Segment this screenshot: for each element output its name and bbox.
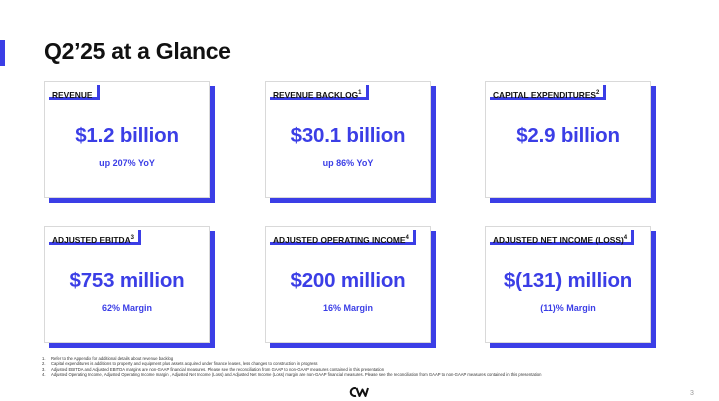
card-value: $1.2 billion (75, 124, 179, 147)
card-value: $(131) million (503, 269, 633, 292)
title-accent-bar (0, 40, 5, 66)
card-value: $753 million (69, 269, 185, 292)
footnote-ref: 4 (623, 235, 628, 242)
card-body: ADJUSTED OPERATING INCOME4 $200 million … (265, 226, 431, 343)
card-body: ADJUSTED EBITDA3 $753 million 62% Margin (44, 226, 210, 343)
card-label-box: CAPITAL EXPENDITURES2 (490, 85, 607, 100)
coreweave-logo-icon (349, 387, 369, 397)
card-subtext: 62% Margin (101, 303, 152, 313)
footnote-ref: 3 (130, 235, 134, 242)
card-body: ADJUSTED NET INCOME (LOSS)4 $(131) milli… (485, 226, 651, 343)
card-label-box: REVENUE (49, 85, 100, 100)
card-label-box: REVENUE BACKLOG1 (270, 85, 369, 100)
card-adjusted-ebitda: ADJUSTED EBITDA3 $753 million 62% Margin (44, 226, 215, 348)
card-capital-expenditures: CAPITAL EXPENDITURES2 $2.9 billion (485, 81, 656, 203)
card-body: CAPITAL EXPENDITURES2 $2.9 billion (485, 81, 651, 198)
page-number: 3 (690, 390, 694, 397)
card-label: ADJUSTED OPERATING INCOME4 (273, 235, 409, 245)
footnote-ref: 2 (596, 90, 600, 97)
card-subtext: up 86% YoY (322, 158, 374, 168)
card-value: $2.9 billion (516, 124, 620, 147)
footnote-item: 2. Capital expenditures is additions to p… (42, 361, 318, 367)
card-revenue: REVENUE $1.2 billion up 207% YoY (44, 81, 215, 203)
card-value: $200 million (290, 269, 406, 292)
footnote-ref: 4 (405, 235, 409, 242)
card-subtext: 16% Margin (322, 303, 373, 313)
card-value: $30.1 billion (290, 124, 406, 147)
footnote-item: 1. Refer to the Appendix for additional d… (42, 356, 174, 361)
card-label: REVENUE (52, 90, 93, 100)
page-title: Q2’25 at a Glance (44, 38, 231, 64)
card-label-box: ADJUSTED OPERATING INCOME4 (270, 230, 416, 245)
card-revenue-backlog: REVENUE BACKLOG1 $30.1 billion up 86% Yo… (265, 81, 436, 203)
card-label: REVENUE BACKLOG1 (273, 90, 362, 100)
card-label: CAPITAL EXPENDITURES2 (493, 90, 600, 100)
card-label: ADJUSTED NET INCOME (LOSS)4 (493, 235, 628, 245)
card-label-box: ADJUSTED NET INCOME (LOSS)4 (490, 230, 635, 245)
footnotes: 1. Refer to the Appendix for additional d… (42, 356, 682, 378)
card-adjusted-net-income: ADJUSTED NET INCOME (LOSS)4 $(131) milli… (485, 226, 656, 348)
card-body: REVENUE $1.2 billion up 207% YoY (44, 81, 210, 198)
card-subtext: up 207% YoY (99, 158, 155, 168)
footnote-item: 3. Adjusted EBITDA and Adjusted EBITDA ma… (42, 366, 385, 372)
card-body: REVENUE BACKLOG1 $30.1 billion up 86% Yo… (265, 81, 431, 198)
footnote-item: 4. Adjusted Operating Income, Adjusted Op… (42, 372, 542, 378)
card-adjusted-operating-income: ADJUSTED OPERATING INCOME4 $200 million … (265, 226, 436, 348)
card-label: ADJUSTED EBITDA3 (52, 235, 134, 245)
card-subtext: (11)% Margin (540, 303, 596, 313)
card-label-box: ADJUSTED EBITDA3 (49, 230, 141, 245)
footnote-ref: 1 (358, 90, 362, 97)
